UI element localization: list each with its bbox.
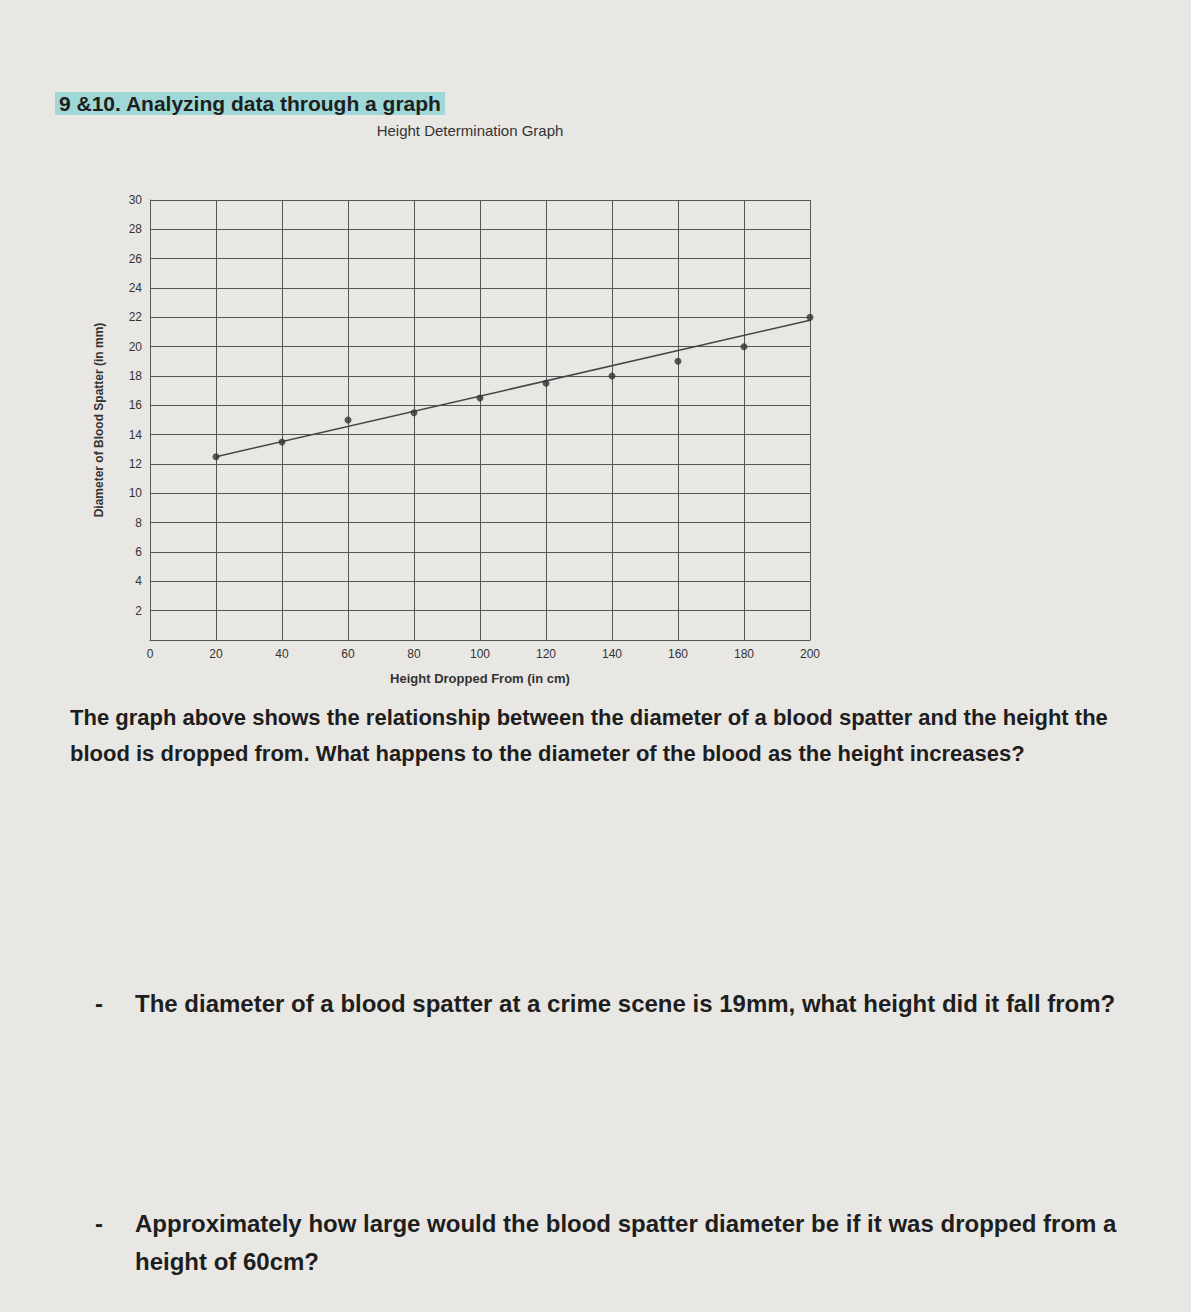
svg-text:80: 80	[407, 647, 421, 661]
svg-text:16: 16	[129, 398, 143, 412]
svg-text:0: 0	[147, 647, 154, 661]
html-text:9 &10. Analyzing data through: 9 &10. Analyzing data through a graph	[59, 92, 441, 115]
svg-text:20: 20	[129, 340, 143, 354]
svg-text:8: 8	[135, 516, 142, 530]
svg-text:Diameter of Blood Spatter (in: Diameter of Blood Spatter (in mm)	[92, 323, 106, 518]
svg-text:28: 28	[129, 222, 143, 236]
svg-text:4: 4	[135, 574, 142, 588]
svg-text:100: 100	[470, 647, 490, 661]
svg-text:30: 30	[129, 193, 143, 207]
svg-text:12: 12	[129, 457, 143, 471]
svg-text:180: 180	[734, 647, 754, 661]
svg-text:22: 22	[129, 310, 143, 324]
svg-text:24: 24	[129, 281, 143, 295]
svg-text:40: 40	[275, 647, 289, 661]
html-text:The graph above shows the rela: The graph above shows the relationship b…	[70, 705, 1108, 766]
svg-text:60: 60	[341, 647, 355, 661]
svg-text:120: 120	[536, 647, 556, 661]
svg-text:160: 160	[668, 647, 688, 661]
html-text:The diameter of a blood spatte: The diameter of a blood spatter at a cri…	[135, 990, 1116, 1017]
svg-text:Height Determination Graph: Height Determination Graph	[377, 122, 564, 139]
svg-text:6: 6	[135, 545, 142, 559]
svg-text:140: 140	[602, 647, 622, 661]
svg-text:10: 10	[129, 486, 143, 500]
svg-text:2: 2	[135, 604, 142, 618]
svg-text:14: 14	[129, 428, 143, 442]
html-text:Approximately how large would: Approximately how large would the blood …	[135, 1210, 1117, 1275]
svg-text:200: 200	[800, 647, 820, 661]
svg-text:Height Dropped From (in cm): Height Dropped From (in cm)	[390, 671, 570, 686]
svg-text:20: 20	[209, 647, 223, 661]
svg-text:26: 26	[129, 252, 143, 266]
svg-text:18: 18	[129, 369, 143, 383]
